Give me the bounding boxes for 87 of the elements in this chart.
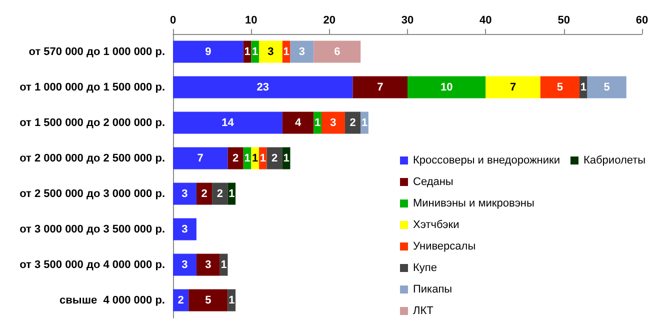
bar bbox=[266, 147, 282, 170]
bar bbox=[173, 76, 353, 98]
bar bbox=[290, 40, 314, 63]
bar bbox=[486, 76, 540, 98]
bar bbox=[587, 76, 626, 98]
data-label: 3 bbox=[205, 258, 212, 271]
bar bbox=[173, 289, 189, 312]
data-label: 2 bbox=[201, 188, 208, 200]
bar bbox=[282, 112, 314, 134]
x-tick-label: 0 bbox=[170, 14, 176, 26]
bar bbox=[258, 40, 282, 63]
legend-label: Седаны bbox=[413, 176, 454, 188]
data-label: 1 bbox=[252, 152, 258, 164]
data-label: 1 bbox=[283, 46, 290, 58]
data-label: 23 bbox=[256, 81, 270, 94]
bar bbox=[344, 112, 361, 134]
data-label: 1 bbox=[252, 46, 258, 58]
data-label: 1 bbox=[361, 116, 368, 129]
data-label: 2 bbox=[216, 188, 223, 200]
bar bbox=[352, 76, 408, 98]
data-label: 1 bbox=[260, 152, 266, 164]
x-tick-label: 50 bbox=[558, 14, 570, 26]
y-tick-label: от 570 000 до 1 000 000 р. bbox=[28, 46, 165, 58]
data-label: 3 bbox=[182, 223, 188, 236]
x-tick-label: 40 bbox=[480, 14, 492, 26]
data-label: 1 bbox=[283, 152, 290, 164]
bar bbox=[173, 147, 228, 170]
y-tick-label: от 1 000 000 до 1 500 000 р. bbox=[20, 81, 165, 94]
data-label: 9 bbox=[205, 46, 212, 58]
bar bbox=[173, 112, 282, 134]
data-label: 4 bbox=[295, 116, 302, 129]
data-label: 5 bbox=[604, 81, 610, 94]
data-label: 1 bbox=[220, 258, 227, 271]
bar bbox=[228, 147, 244, 170]
y-tick-label: от 2 000 000 до 2 500 000 р. bbox=[20, 152, 165, 164]
bar bbox=[173, 182, 196, 205]
data-label: 3 bbox=[330, 116, 336, 129]
data-label: 3 bbox=[182, 258, 188, 271]
y-tick-label: от 2 500 000 до 3 000 000 р. bbox=[20, 188, 165, 200]
data-label: 1 bbox=[244, 46, 250, 58]
bar bbox=[212, 182, 228, 205]
data-label: 1 bbox=[228, 294, 235, 306]
data-label: 10 bbox=[440, 81, 453, 94]
legend-label: Кабриолеты bbox=[583, 154, 646, 166]
bar bbox=[196, 254, 220, 276]
data-label: 3 bbox=[182, 188, 188, 200]
bar bbox=[540, 76, 580, 98]
data-label: 1 bbox=[228, 188, 235, 200]
bar bbox=[173, 254, 196, 276]
x-tick-label: 60 bbox=[636, 14, 648, 26]
legend-label: Минивэны и микровэны bbox=[413, 198, 535, 210]
legend-label: Хэтчбэки bbox=[413, 219, 460, 231]
data-label: 14 bbox=[222, 116, 235, 129]
bar bbox=[322, 112, 345, 134]
data-label: 1 bbox=[580, 81, 586, 94]
data-label: 1 bbox=[314, 116, 321, 129]
data-label: 1 bbox=[244, 152, 250, 164]
data-label: 2 bbox=[350, 116, 356, 129]
x-tick-label: 10 bbox=[245, 14, 258, 26]
legend-label: Кроссоверы и внедорожники bbox=[413, 154, 560, 166]
data-label: 3 bbox=[298, 46, 306, 58]
y-tick-label: от 3 000 000 до 3 500 000 р. bbox=[20, 223, 165, 236]
data-label: 7 bbox=[197, 152, 204, 164]
data-label: 3 bbox=[268, 46, 274, 58]
data-label: 5 bbox=[556, 81, 563, 94]
data-label: 7 bbox=[377, 81, 384, 94]
y-tick-label: от 1 500 000 до 2 000 000 р. bbox=[20, 116, 165, 129]
y-tick-label: от 3 500 000 до 4 000 000 р. bbox=[20, 258, 165, 271]
legend-label: ЛКТ bbox=[413, 305, 434, 317]
data-label: 5 bbox=[205, 294, 212, 306]
x-tick-label: 20 bbox=[323, 14, 336, 26]
legend-label: Универсалы bbox=[413, 240, 476, 252]
data-label: 6 bbox=[334, 46, 340, 58]
legend-label: Пикапы bbox=[413, 284, 452, 296]
legend-label: Купе bbox=[413, 262, 437, 274]
y-tick-label: свыше 4 000 000 р. bbox=[60, 294, 165, 306]
bar bbox=[173, 218, 196, 240]
bar bbox=[314, 40, 361, 63]
bar bbox=[188, 289, 228, 312]
data-label: 2 bbox=[232, 152, 239, 164]
data-label: 7 bbox=[510, 81, 516, 94]
bar bbox=[173, 40, 244, 63]
data-label: 2 bbox=[178, 294, 184, 306]
bar bbox=[408, 76, 486, 98]
data-label: 2 bbox=[272, 152, 278, 164]
bar bbox=[196, 182, 212, 205]
x-tick-label: 30 bbox=[401, 14, 414, 26]
